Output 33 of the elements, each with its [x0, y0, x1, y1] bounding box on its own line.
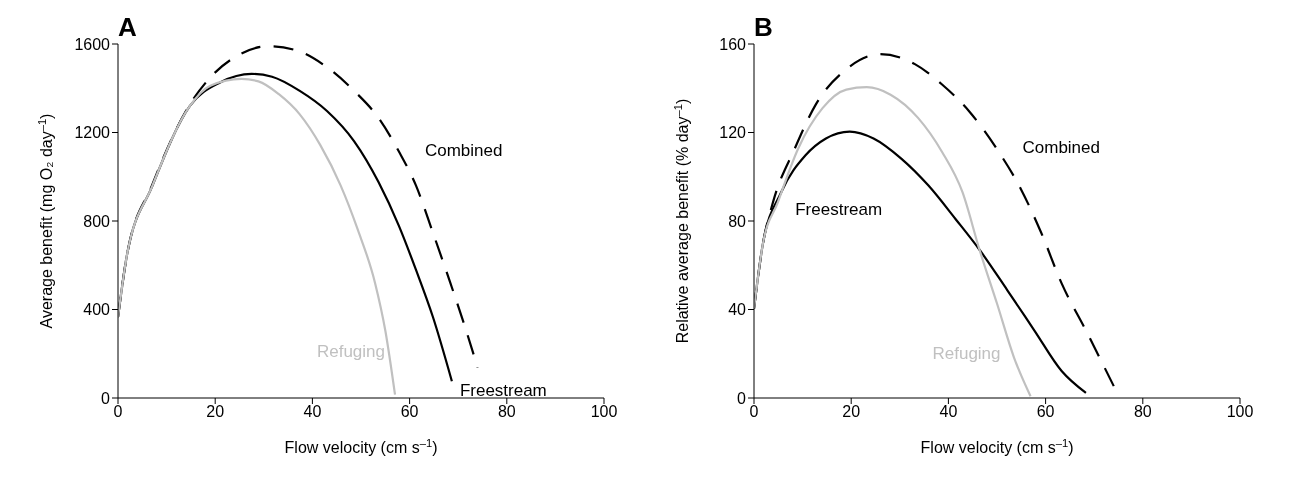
x-tick-label: 60 — [400, 403, 419, 421]
line-series — [118, 77, 397, 396]
y-tick-label: 800 — [83, 212, 111, 230]
x-tick-label: 100 — [1226, 403, 1254, 421]
x-axis-title: Flow velocity (cm s$^{–1}$) — [284, 437, 438, 456]
series-label: Refuging — [316, 342, 386, 362]
series-label: Combined — [1022, 137, 1101, 157]
x-tick-label: 40 — [303, 403, 322, 421]
chart-title: B — [754, 12, 773, 43]
y-tick-label: 1200 — [74, 124, 111, 142]
series-label: Combined — [424, 141, 503, 161]
x-tick-label: 80 — [1133, 403, 1152, 421]
series-label: Freestream — [459, 380, 547, 400]
x-tick-label: 20 — [842, 403, 861, 421]
x-tick-label: 0 — [113, 403, 123, 421]
y-tick-label: 120 — [719, 124, 747, 142]
x-tick-label: 0 — [749, 403, 759, 421]
x-axis-title: Flow velocity (cm s$^{–1}$) — [920, 437, 1074, 456]
y-tick-label: 160 — [719, 35, 747, 53]
y-tick-label: 80 — [728, 212, 747, 230]
y-tick-label: 0 — [737, 389, 747, 407]
y-tick-label: 1600 — [74, 35, 111, 53]
x-tick-label: 20 — [206, 403, 225, 421]
y-tick-label: 400 — [83, 301, 111, 319]
x-tick-label: 100 — [590, 403, 618, 421]
y-tick-label: 0 — [101, 389, 111, 407]
series-label: Freestream — [795, 199, 883, 219]
y-tick-label: 40 — [728, 301, 747, 319]
x-tick-label: 40 — [939, 403, 958, 421]
x-tick-label: 60 — [1036, 403, 1055, 421]
chart-title: A — [118, 12, 137, 43]
x-tick-label: 80 — [497, 403, 516, 421]
series-label: Refuging — [932, 343, 1001, 363]
